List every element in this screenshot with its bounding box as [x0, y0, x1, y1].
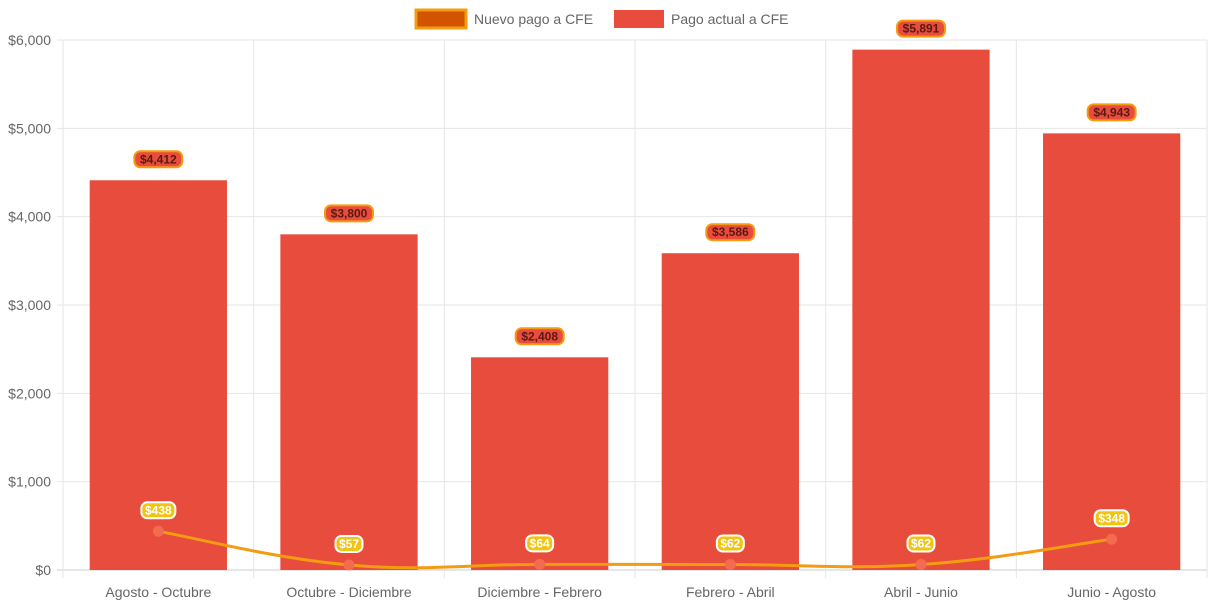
- bar-data-label-text: $3,586: [712, 225, 749, 239]
- bar-data-label-text: $5,891: [903, 22, 940, 36]
- y-tick-label: $0: [35, 562, 51, 578]
- bar-pago-actual[interactable]: [1043, 133, 1181, 570]
- line-nuevo-pago: [158, 529, 1112, 570]
- line-series-nuevo-pago: [152, 525, 1118, 571]
- line-data-label: $64: [525, 534, 555, 553]
- x-tick-label: Abril - Junio: [884, 584, 958, 600]
- line-data-label-bg: [1093, 509, 1130, 528]
- y-tick-label: $3,000: [8, 297, 51, 313]
- line-data-label: $62: [906, 534, 936, 553]
- x-tick-label: Octubre - Diciembre: [286, 584, 411, 600]
- x-tick-label: Febrero - Abril: [686, 584, 775, 600]
- legend-item-nuevo-pago[interactable]: Nuevo pago a CFE: [414, 8, 593, 30]
- legend-swatch-pago-actual: [614, 10, 664, 28]
- legend-label-nuevo-pago: Nuevo pago a CFE: [474, 11, 593, 27]
- y-tick-label: $6,000: [8, 32, 51, 48]
- axes: $0 $1,000 $2,000 $3,000 $4,000 $5,000 $6,000 Ag…: [8, 32, 1156, 600]
- bar-data-label-bg: [133, 150, 184, 169]
- data-labels: $4,412 $3,800 $2,408 $3,586 $5,891 $4,943 $438…: [133, 19, 1137, 553]
- line-data-label-text: $348: [1098, 511, 1125, 525]
- legend-swatch-nuevo-pago: [414, 8, 468, 30]
- bar-data-label: $4,943: [1086, 103, 1137, 122]
- bar-data-label-bg: [514, 327, 565, 346]
- line-data-label: $438: [140, 501, 177, 520]
- line-data-label: $62: [715, 534, 745, 553]
- bar-data-label-bg: [1086, 103, 1137, 122]
- y-tick-label: $2,000: [8, 385, 51, 401]
- x-tick-label: Agosto - Octubre: [105, 584, 211, 600]
- bar-data-label: $2,408: [514, 327, 565, 346]
- bar-data-label: $4,412: [133, 150, 184, 169]
- y-tick-label: $4,000: [8, 209, 51, 225]
- bar-data-label-bg: [896, 19, 946, 38]
- bar-pago-actual[interactable]: [661, 253, 799, 570]
- x-tick-label: Diciembre - Febrero: [477, 584, 602, 600]
- bar-data-label-bg: [324, 204, 374, 223]
- line-data-label-text: $438: [145, 503, 172, 517]
- legend-item-pago-actual[interactable]: Pago actual a CFE: [614, 10, 789, 28]
- point-nuevo-pago[interactable]: [915, 559, 927, 571]
- bar-pago-actual[interactable]: [852, 49, 990, 570]
- bar-data-label-text: $4,943: [1093, 105, 1130, 119]
- bar-data-label-text: $3,800: [331, 206, 368, 220]
- line-data-label-text: $64: [530, 536, 550, 550]
- legend-label-pago-actual: Pago actual a CFE: [671, 11, 789, 27]
- line-data-label-text: $62: [911, 537, 931, 551]
- line-data-label-bg: [715, 534, 745, 553]
- line-data-label-bg: [140, 501, 177, 520]
- line-data-label-bg: [525, 534, 555, 553]
- line-data-label-text: $57: [339, 537, 359, 551]
- point-nuevo-pago[interactable]: [152, 525, 164, 537]
- grid-lines: [57, 39, 1208, 578]
- bar-data-label-text: $4,412: [140, 152, 177, 166]
- y-tick-label: $5,000: [8, 120, 51, 136]
- bar-pago-actual[interactable]: [280, 234, 418, 571]
- line-data-label: $57: [334, 534, 364, 553]
- bar-data-label: $3,800: [324, 204, 374, 223]
- point-nuevo-pago[interactable]: [343, 559, 355, 571]
- bar-data-label: $3,586: [705, 223, 756, 242]
- chart-legend: Nuevo pago a CFE Pago actual a CFE: [414, 8, 789, 30]
- bar-data-label-text: $2,408: [521, 329, 558, 343]
- line-data-label-bg: [906, 534, 936, 553]
- x-tick-label: Junio - Agosto: [1067, 584, 1156, 600]
- point-nuevo-pago[interactable]: [724, 559, 736, 571]
- line-data-label-text: $62: [720, 537, 740, 551]
- line-data-label: $348: [1093, 509, 1130, 528]
- point-nuevo-pago[interactable]: [534, 558, 546, 570]
- y-tick-label: $1,000: [8, 474, 51, 490]
- bar-data-label: $5,891: [896, 19, 946, 38]
- point-nuevo-pago[interactable]: [1106, 533, 1118, 545]
- line-data-label-bg: [334, 534, 364, 553]
- bar-data-label-bg: [705, 223, 756, 242]
